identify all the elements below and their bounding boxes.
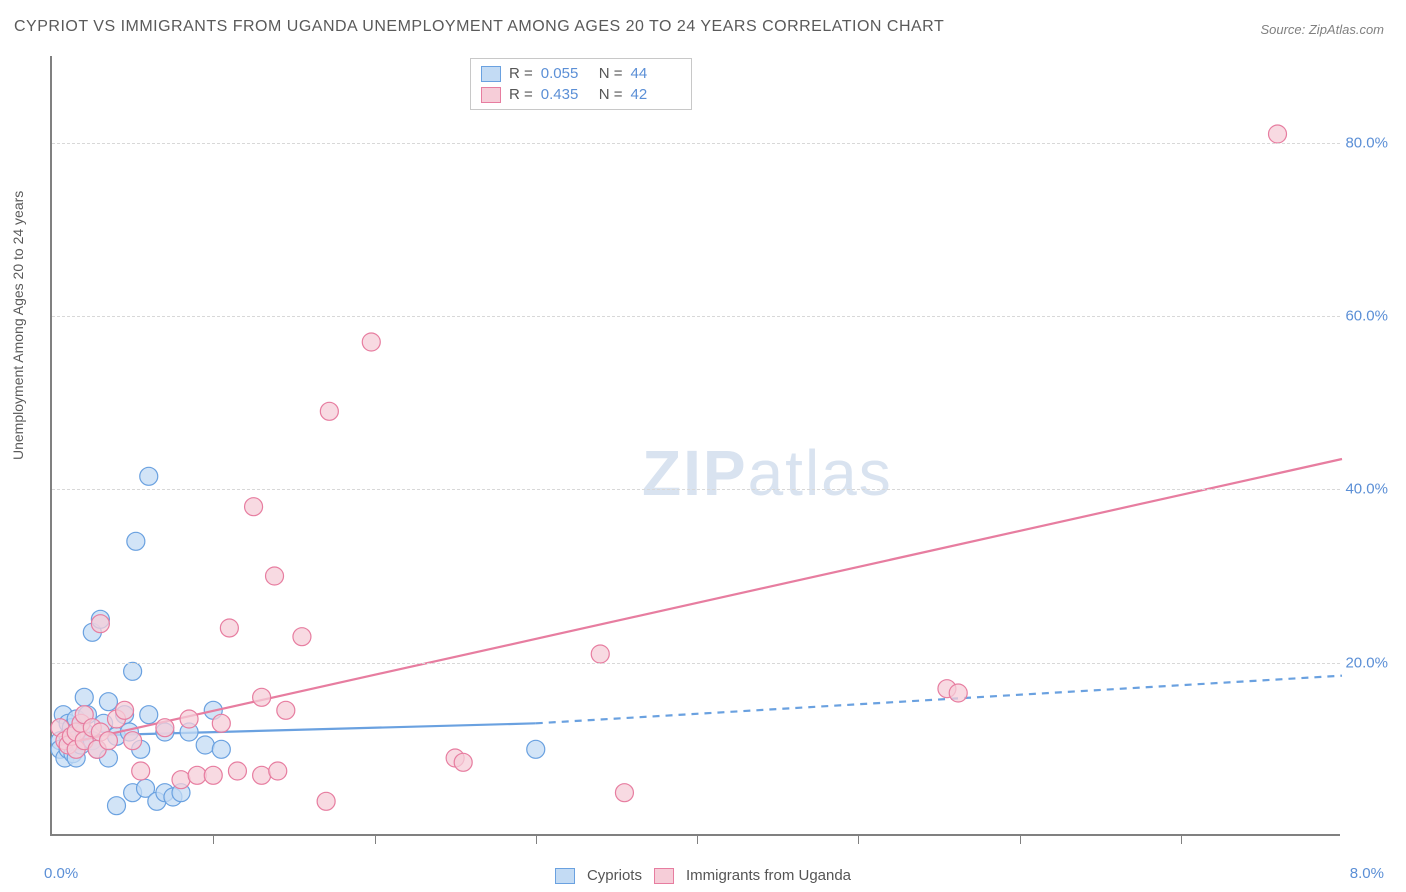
data-point (91, 615, 109, 633)
legend-n-value: 44 (631, 65, 681, 82)
data-point (527, 740, 545, 758)
data-point (362, 333, 380, 351)
gridline (52, 489, 1340, 490)
legend-swatch (555, 868, 575, 884)
x-tick (1181, 834, 1182, 844)
data-point (116, 701, 134, 719)
data-point (132, 762, 150, 780)
gridline (52, 316, 1340, 317)
x-tick (536, 834, 537, 844)
data-point (949, 684, 967, 702)
x-tick (375, 834, 376, 844)
chart-svg (52, 56, 1342, 836)
data-point (156, 719, 174, 737)
x-tick (697, 834, 698, 844)
data-point (317, 792, 335, 810)
data-point (253, 766, 271, 784)
x-tick (213, 834, 214, 844)
y-tick-label: 40.0% (1345, 481, 1388, 498)
data-point (1269, 125, 1287, 143)
data-point (454, 753, 472, 771)
legend-n-label: N = (599, 86, 623, 103)
legend-r-label: R = (509, 65, 533, 82)
legend-label: Cypriots (587, 867, 642, 884)
data-point (320, 402, 338, 420)
data-point (253, 688, 271, 706)
legend-n-value: 42 (631, 86, 681, 103)
x-tick (858, 834, 859, 844)
data-point (196, 736, 214, 754)
gridline (52, 143, 1340, 144)
data-point (172, 771, 190, 789)
data-point (99, 693, 117, 711)
legend-r-value: 0.055 (541, 65, 591, 82)
legend-n-label: N = (599, 65, 623, 82)
legend-r-value: 0.435 (541, 86, 591, 103)
legend-r-label: R = (509, 86, 533, 103)
plot-area: ZIPatlas (50, 56, 1340, 836)
data-point (124, 732, 142, 750)
data-point (75, 688, 93, 706)
y-tick-label: 20.0% (1345, 654, 1388, 671)
legend-swatch (481, 87, 501, 103)
data-point (277, 701, 295, 719)
data-point (293, 628, 311, 646)
legend-row: R = 0.055 N = 44 (481, 63, 681, 84)
data-point (140, 706, 158, 724)
data-point (204, 766, 222, 784)
data-point (188, 766, 206, 784)
data-point (140, 467, 158, 485)
y-axis-label: Unemployment Among Ages 20 to 24 years (10, 191, 26, 460)
legend-label: Immigrants from Uganda (686, 867, 851, 884)
legend-swatch (654, 868, 674, 884)
gridline (52, 663, 1340, 664)
data-point (212, 740, 230, 758)
data-point (212, 714, 230, 732)
chart-title: CYPRIOT VS IMMIGRANTS FROM UGANDA UNEMPL… (14, 18, 944, 36)
trend-line-dashed (536, 676, 1342, 724)
data-point (127, 532, 145, 550)
data-point (220, 619, 238, 637)
legend-row: R = 0.435 N = 42 (481, 84, 681, 105)
data-point (108, 797, 126, 815)
x-tick (1020, 834, 1021, 844)
data-point (245, 498, 263, 516)
y-tick-label: 80.0% (1345, 134, 1388, 151)
data-point (124, 662, 142, 680)
legend-swatch (481, 66, 501, 82)
data-point (591, 645, 609, 663)
data-point (266, 567, 284, 585)
data-point (180, 710, 198, 728)
correlation-legend: R = 0.055 N = 44 R = 0.435 N = 42 (470, 58, 692, 110)
y-tick-label: 60.0% (1345, 308, 1388, 325)
data-point (269, 762, 287, 780)
data-point (228, 762, 246, 780)
data-point (99, 732, 117, 750)
data-point (615, 784, 633, 802)
source-attribution: Source: ZipAtlas.com (1260, 22, 1384, 37)
series-legend: Cypriots Immigrants from Uganda (0, 866, 1406, 884)
